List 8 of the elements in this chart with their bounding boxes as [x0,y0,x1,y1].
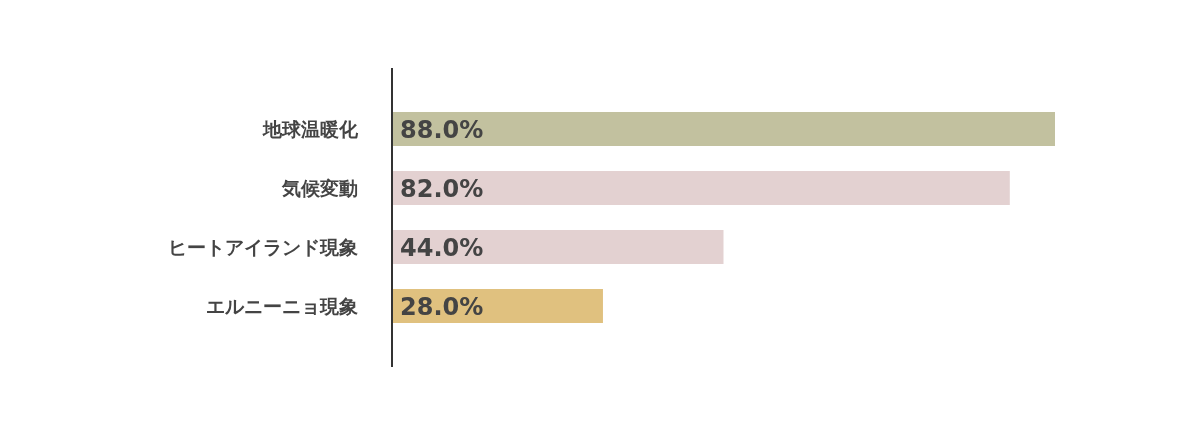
data-label: 82.0% [400,175,484,203]
y-tick-label: 気候変動 [281,177,358,199]
y-tick-label: エルニーニョ現象 [206,295,358,317]
data-label: 88.0% [400,116,484,144]
data-label: 44.0% [400,234,484,262]
data-label: 28.0% [400,293,484,321]
y-tick-label: 地球温暖化 [262,118,359,140]
y-tick-label: ヒートアイランド現象 [168,236,358,258]
